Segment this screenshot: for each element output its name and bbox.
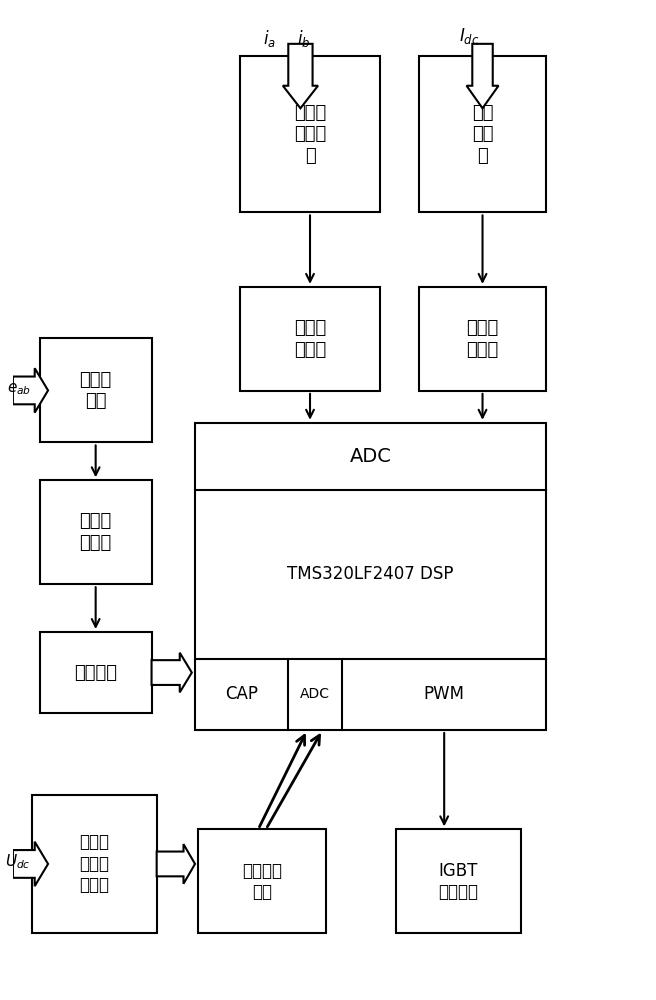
Bar	[40, 632, 152, 713]
Bar	[419, 287, 546, 391]
Polygon shape	[13, 368, 48, 413]
Text: $i_a$: $i_a$	[263, 28, 276, 49]
Text: 采样变
压器: 采样变 压器	[79, 371, 112, 410]
Polygon shape	[13, 842, 48, 886]
Text: 信号调
理电路: 信号调 理电路	[294, 319, 326, 359]
Bar	[198, 829, 326, 933]
Bar	[396, 829, 521, 933]
Text: PWM: PWM	[424, 685, 464, 703]
Text: TMS320LF2407 DSP: TMS320LF2407 DSP	[287, 565, 454, 583]
Bar	[239, 56, 380, 212]
Bar	[195, 423, 546, 730]
Bar	[419, 56, 546, 212]
Bar	[32, 795, 157, 933]
Text: 信号调理
电路: 信号调理 电路	[242, 862, 282, 901]
Bar	[40, 480, 152, 584]
Text: 分流
器采
样: 分流 器采 样	[472, 104, 493, 165]
Text: 过零检
测电路: 过零检 测电路	[79, 512, 112, 552]
Text: $i_b$: $i_b$	[297, 28, 310, 49]
Text: 采用电
压互感
器采样: 采用电 压互感 器采样	[79, 833, 110, 894]
Polygon shape	[157, 844, 195, 884]
Text: 电流互
感器采
样: 电流互 感器采 样	[294, 104, 326, 165]
Text: CAP: CAP	[225, 685, 258, 703]
Text: IGBT
驱动电路: IGBT 驱动电路	[439, 862, 479, 901]
Polygon shape	[152, 653, 192, 692]
Text: 信号调
理电路: 信号调 理电路	[466, 319, 499, 359]
Text: $U_{dc}$: $U_{dc}$	[5, 853, 31, 871]
Text: ADC: ADC	[300, 687, 330, 701]
Text: ADC: ADC	[350, 447, 392, 466]
Bar	[40, 338, 152, 442]
Bar	[239, 287, 380, 391]
Text: 光耦隔离: 光耦隔离	[74, 664, 117, 682]
Polygon shape	[466, 44, 499, 108]
Text: $I_{dc}$: $I_{dc}$	[459, 26, 480, 46]
Polygon shape	[283, 44, 318, 108]
Text: $e_{ab}$: $e_{ab}$	[7, 381, 31, 397]
